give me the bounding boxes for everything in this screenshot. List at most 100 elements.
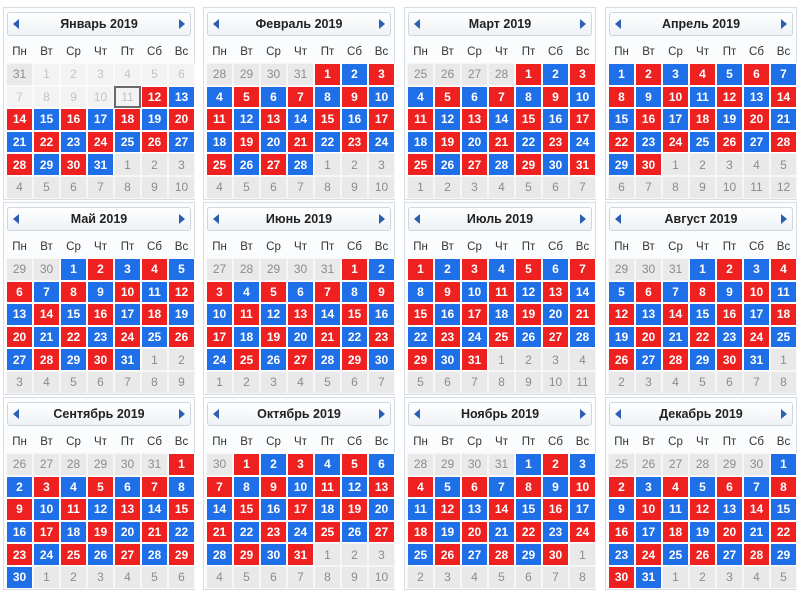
day-cell[interactable]: 31	[569, 153, 596, 176]
day-cell[interactable]: 25	[662, 543, 689, 566]
day-cell[interactable]: 7	[6, 85, 33, 109]
day-cell[interactable]: 14	[6, 108, 33, 131]
day-cell[interactable]: 16	[542, 498, 569, 521]
day-cell[interactable]: 20	[635, 325, 662, 349]
day-cell[interactable]: 13	[260, 108, 287, 131]
day-cell[interactable]: 30	[368, 348, 395, 371]
day-cell[interactable]: 1	[33, 63, 60, 86]
day-cell[interactable]: 10	[368, 85, 395, 109]
day-cell[interactable]: 25	[407, 543, 434, 566]
day-cell[interactable]: 31	[287, 543, 314, 566]
day-cell[interactable]: 20	[168, 108, 195, 131]
day-cell[interactable]: 28	[488, 543, 515, 566]
day-cell[interactable]: 14	[141, 498, 168, 521]
day-cell[interactable]: 12	[689, 498, 716, 521]
day-cell[interactable]: 8	[341, 280, 368, 304]
day-cell[interactable]: 14	[662, 303, 689, 326]
day-cell[interactable]: 29	[407, 348, 434, 371]
day-cell[interactable]: 1	[515, 453, 542, 476]
other-month-day-cell[interactable]: 30	[33, 258, 60, 281]
day-cell[interactable]: 27	[287, 348, 314, 371]
day-cell[interactable]: 4	[407, 85, 434, 109]
day-cell[interactable]: 25	[206, 153, 233, 176]
day-cell[interactable]: 3	[33, 475, 60, 499]
other-month-day-cell[interactable]: 1	[569, 543, 596, 566]
day-cell[interactable]: 31	[743, 348, 770, 371]
day-cell[interactable]: 24	[368, 130, 395, 154]
day-cell[interactable]: 10	[635, 498, 662, 521]
other-month-day-cell[interactable]: 7	[87, 175, 114, 199]
day-cell[interactable]: 19	[87, 520, 114, 544]
day-cell[interactable]: 13	[716, 498, 743, 521]
day-cell[interactable]: 16	[368, 303, 395, 326]
day-cell[interactable]: 12	[716, 85, 743, 109]
other-month-day-cell[interactable]: 2	[608, 370, 635, 394]
triangle-right-icon[interactable]	[781, 19, 787, 29]
day-cell[interactable]: 31	[114, 348, 141, 371]
day-cell[interactable]: 13	[168, 85, 195, 109]
triangle-right-icon[interactable]	[179, 214, 185, 224]
today-day-cell[interactable]: 11	[114, 85, 141, 109]
day-cell[interactable]: 11	[233, 303, 260, 326]
day-cell[interactable]: 18	[662, 520, 689, 544]
day-cell[interactable]: 18	[114, 108, 141, 131]
day-cell[interactable]: 1	[341, 258, 368, 281]
day-cell[interactable]: 15	[770, 498, 797, 521]
other-month-day-cell[interactable]: 6	[434, 370, 461, 394]
day-cell[interactable]: 19	[141, 108, 168, 131]
other-month-day-cell[interactable]: 1	[662, 153, 689, 176]
day-cell[interactable]: 2	[6, 475, 33, 499]
day-cell[interactable]: 17	[461, 303, 488, 326]
day-cell[interactable]: 1	[60, 258, 87, 281]
day-cell[interactable]: 26	[434, 153, 461, 176]
day-cell[interactable]: 19	[608, 325, 635, 349]
day-cell[interactable]: 27	[635, 348, 662, 371]
day-cell[interactable]: 22	[233, 520, 260, 544]
day-cell[interactable]: 4	[662, 475, 689, 499]
day-cell[interactable]: 2	[341, 63, 368, 86]
other-month-day-cell[interactable]: 7	[287, 565, 314, 589]
day-cell[interactable]: 7	[287, 85, 314, 109]
day-cell[interactable]: 20	[6, 325, 33, 349]
day-cell[interactable]: 8	[515, 475, 542, 499]
day-cell[interactable]: 19	[341, 498, 368, 521]
other-month-day-cell[interactable]: 9	[341, 175, 368, 199]
day-cell[interactable]: 5	[141, 63, 168, 86]
day-cell[interactable]: 5	[608, 280, 635, 304]
other-month-day-cell[interactable]: 5	[488, 565, 515, 589]
day-cell[interactable]: 26	[233, 153, 260, 176]
day-cell[interactable]: 12	[141, 85, 168, 109]
other-month-day-cell[interactable]: 2	[141, 153, 168, 176]
day-cell[interactable]: 5	[434, 85, 461, 109]
day-cell[interactable]: 27	[114, 543, 141, 566]
other-month-day-cell[interactable]: 29	[434, 453, 461, 476]
day-cell[interactable]: 27	[260, 153, 287, 176]
day-cell[interactable]: 29	[770, 543, 797, 566]
day-cell[interactable]: 15	[515, 498, 542, 521]
day-cell[interactable]: 15	[689, 303, 716, 326]
day-cell[interactable]: 14	[569, 280, 596, 304]
day-cell[interactable]: 26	[434, 543, 461, 566]
day-cell[interactable]: 5	[341, 453, 368, 476]
day-cell[interactable]: 29	[515, 543, 542, 566]
other-month-day-cell[interactable]: 2	[233, 370, 260, 394]
other-month-day-cell[interactable]: 1	[407, 175, 434, 199]
day-cell[interactable]: 7	[206, 475, 233, 499]
day-cell[interactable]: 9	[542, 475, 569, 499]
other-month-day-cell[interactable]: 2	[515, 348, 542, 371]
other-month-day-cell[interactable]: 4	[287, 370, 314, 394]
other-month-day-cell[interactable]: 4	[206, 175, 233, 199]
day-cell[interactable]: 21	[488, 520, 515, 544]
other-month-day-cell[interactable]: 1	[770, 348, 797, 371]
day-cell[interactable]: 8	[407, 280, 434, 304]
day-cell[interactable]: 10	[33, 498, 60, 521]
day-cell[interactable]: 5	[260, 280, 287, 304]
other-month-day-cell[interactable]: 30	[114, 453, 141, 476]
other-month-day-cell[interactable]: 1	[314, 543, 341, 566]
other-month-day-cell[interactable]: 28	[407, 453, 434, 476]
day-cell[interactable]: 14	[770, 85, 797, 109]
other-month-day-cell[interactable]: 2	[60, 565, 87, 589]
day-cell[interactable]: 23	[434, 325, 461, 349]
day-cell[interactable]: 17	[206, 325, 233, 349]
other-month-day-cell[interactable]: 11	[569, 370, 596, 394]
